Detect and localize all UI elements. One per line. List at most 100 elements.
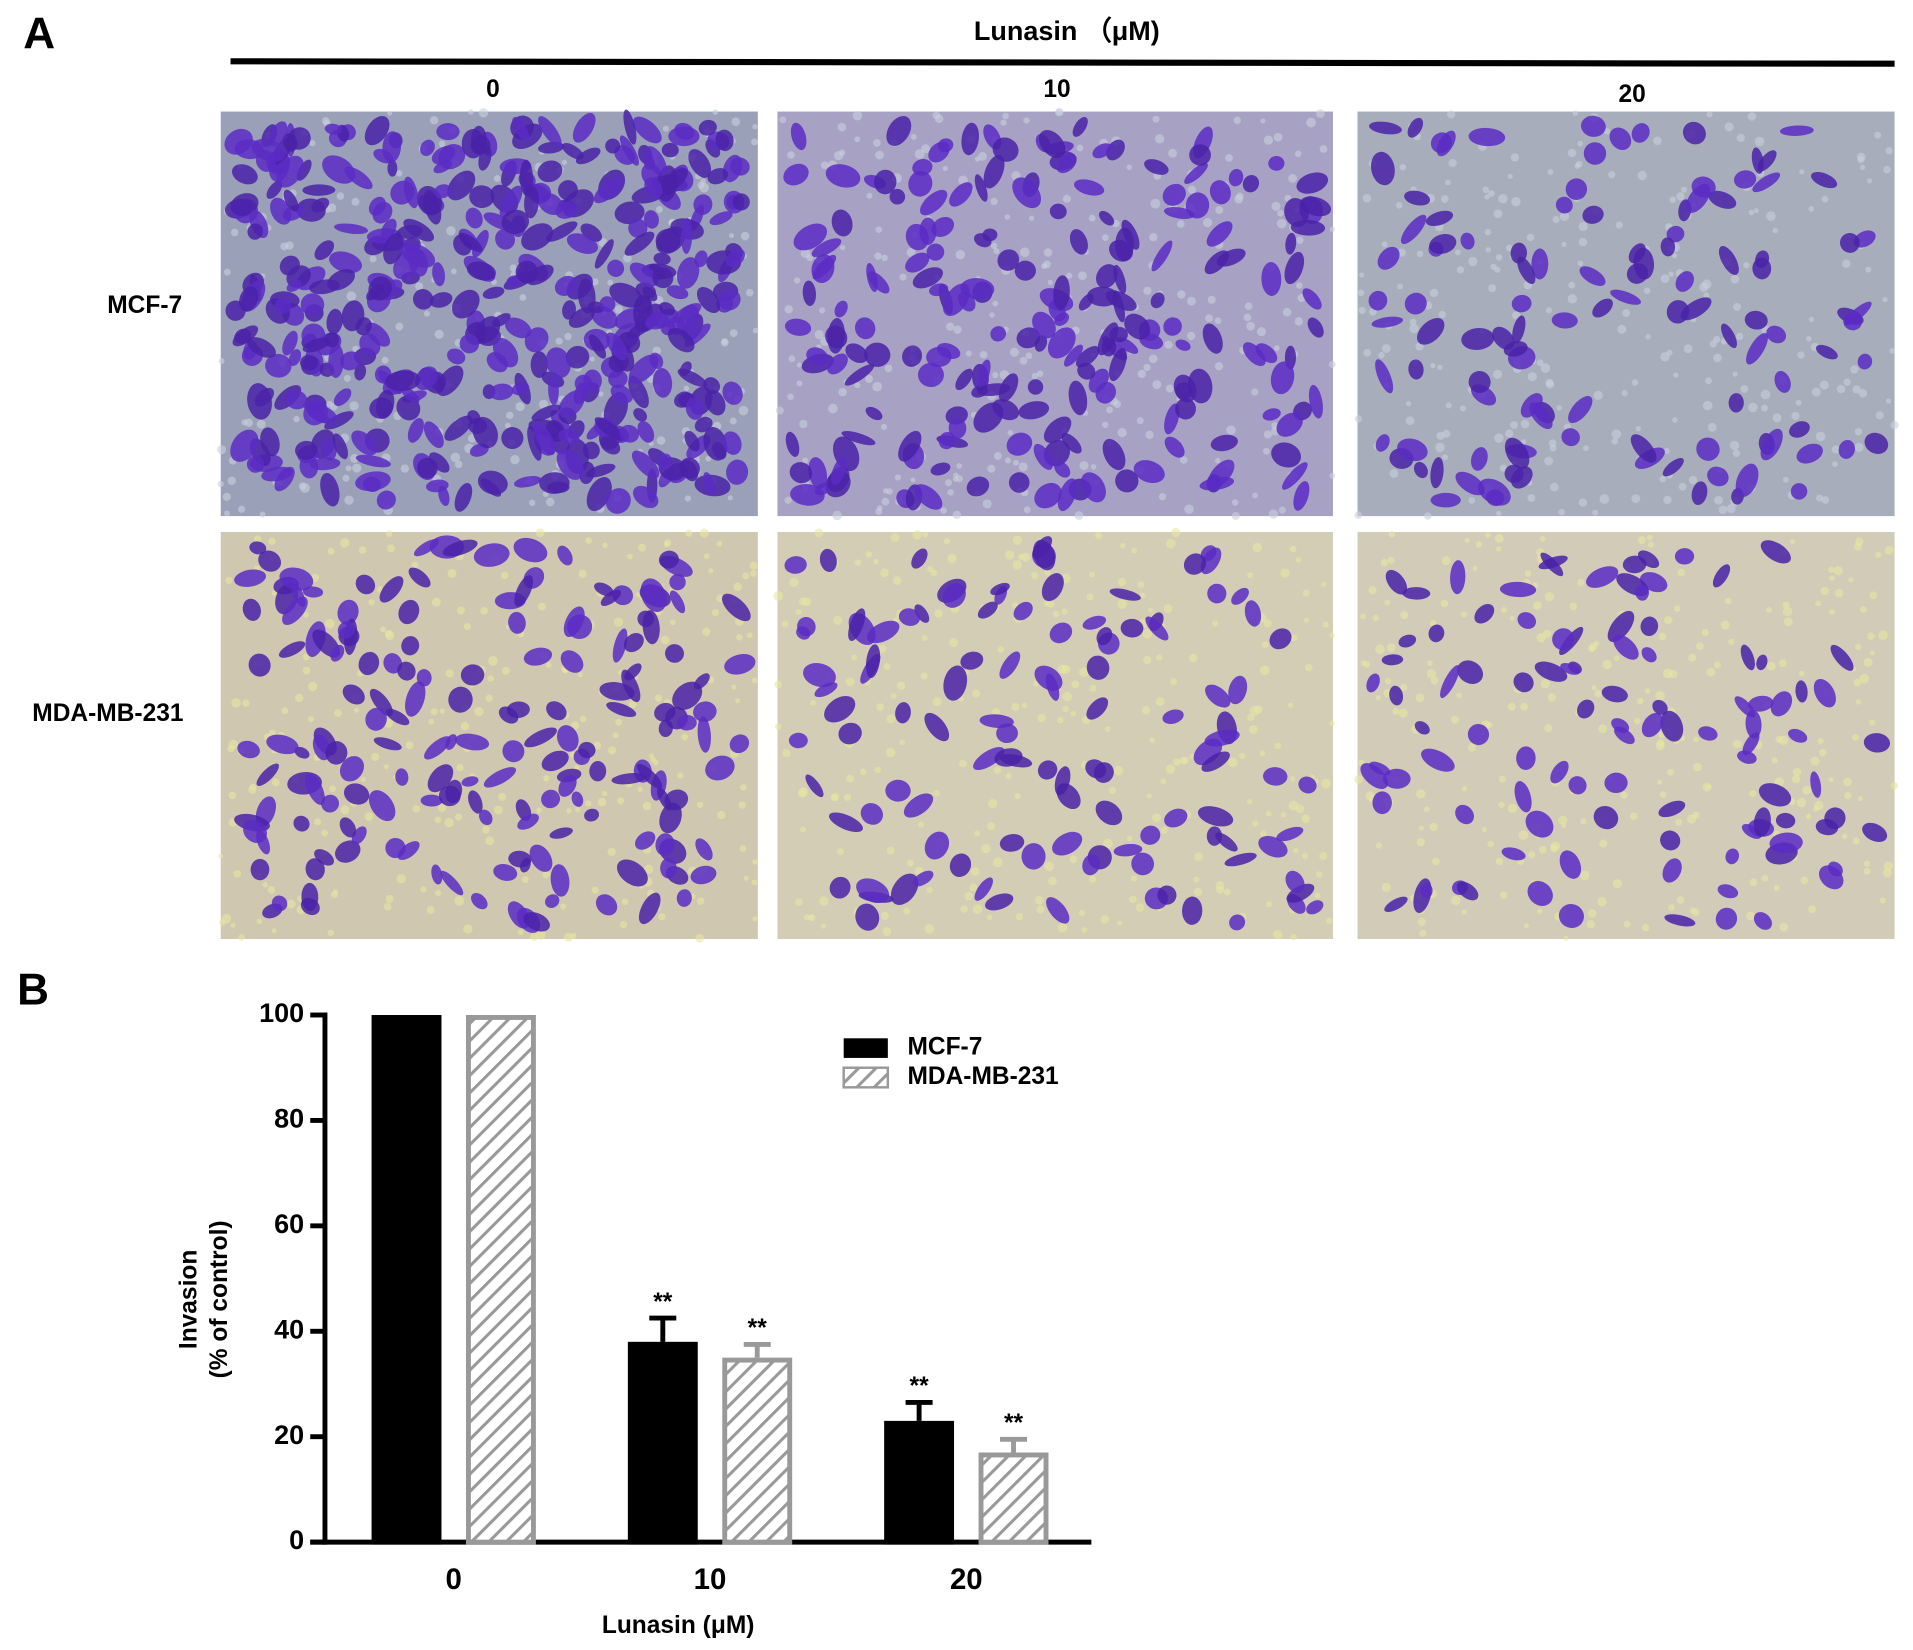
cell [461, 776, 479, 787]
cell [703, 426, 728, 461]
debris [1859, 164, 1866, 170]
debris [787, 151, 795, 159]
debris [654, 694, 663, 703]
debris [702, 627, 711, 636]
cell [1568, 776, 1587, 795]
debris [720, 338, 729, 347]
debris [1488, 190, 1495, 197]
cell [1583, 142, 1607, 165]
debris [268, 537, 276, 545]
debris [1783, 617, 1793, 627]
cell [444, 415, 473, 441]
debris [880, 911, 890, 920]
debris [1461, 785, 1468, 792]
debris [1074, 511, 1084, 520]
cell [1400, 214, 1427, 245]
debris [1676, 192, 1685, 201]
cell [994, 748, 1023, 767]
debris [460, 721, 470, 731]
cell [685, 397, 704, 420]
debris [1811, 387, 1821, 397]
debris [1231, 499, 1239, 506]
cell [1047, 327, 1076, 359]
debris [1558, 508, 1566, 516]
debris [1778, 735, 1789, 746]
debris [1004, 214, 1011, 220]
debris [1419, 929, 1427, 937]
debris [1081, 927, 1088, 933]
debris [1260, 118, 1266, 124]
cell [1197, 806, 1234, 827]
cell [1006, 432, 1033, 456]
debris [445, 669, 454, 678]
debris [958, 759, 967, 768]
debris [314, 818, 322, 826]
debris [795, 898, 803, 906]
debris [1177, 290, 1186, 299]
debris [1215, 457, 1221, 464]
cell [517, 813, 539, 830]
debris [1818, 748, 1827, 757]
x-tick-label: 0 [446, 1563, 462, 1596]
debris [799, 419, 808, 429]
debris [1594, 689, 1602, 698]
debris [993, 248, 1000, 255]
debris [1303, 617, 1309, 623]
debris [1139, 592, 1146, 599]
debris [1718, 505, 1728, 514]
cell [898, 608, 921, 626]
cell [1662, 457, 1684, 477]
cell [721, 593, 751, 622]
debris [566, 808, 572, 814]
cell [637, 420, 655, 443]
debris [1641, 923, 1650, 932]
debris [256, 419, 266, 429]
debris [1577, 260, 1584, 267]
cell [501, 209, 530, 235]
debris [934, 609, 943, 618]
debris [1398, 708, 1408, 718]
debris [1426, 660, 1433, 667]
debris [736, 634, 743, 641]
debris [1498, 194, 1508, 204]
debris [648, 753, 655, 759]
debris [978, 152, 987, 161]
debris [838, 387, 847, 397]
debris [585, 537, 593, 544]
cell [455, 733, 490, 751]
debris [1226, 425, 1236, 435]
cell [1420, 883, 1433, 899]
cell [652, 267, 674, 289]
debris [814, 329, 824, 340]
debris [1184, 504, 1194, 514]
debris [1850, 365, 1859, 374]
debris [1499, 891, 1508, 899]
debris [1666, 768, 1674, 776]
significance: ** [910, 1373, 930, 1400]
debris [1036, 370, 1044, 378]
debris [658, 913, 666, 921]
cell [865, 406, 883, 421]
cell [1369, 121, 1402, 135]
x-axis-label: Lunasin (μM) [602, 1612, 755, 1639]
cell [1092, 143, 1112, 159]
cell [403, 218, 435, 242]
debris [1357, 289, 1365, 297]
cell [1013, 601, 1033, 621]
cell [644, 210, 659, 229]
debris [613, 617, 624, 627]
cell [294, 746, 310, 759]
debris [456, 606, 465, 615]
debris [1012, 459, 1019, 466]
debris [1011, 703, 1020, 712]
debris [456, 764, 464, 772]
debris [1176, 220, 1185, 228]
cell [1032, 311, 1056, 339]
cell [943, 665, 968, 701]
debris [482, 825, 490, 834]
bar [465, 1015, 536, 1545]
debris [1137, 581, 1145, 589]
cell [628, 375, 649, 409]
cell [364, 115, 390, 146]
debris [1592, 509, 1599, 516]
